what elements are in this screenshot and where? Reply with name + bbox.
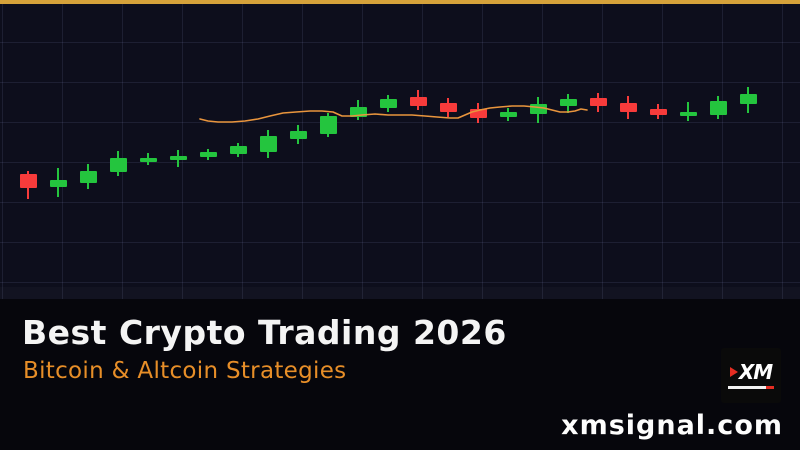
xm-logo-row: XM xyxy=(729,360,773,384)
top-accent-bar xyxy=(0,0,800,4)
banner-subtitle: Bitcoin & Altcoin Strategies xyxy=(23,358,347,384)
candlestick-chart xyxy=(0,4,800,299)
logo-underline xyxy=(728,386,774,389)
website-url: xmsignal.com xyxy=(561,410,783,441)
logo-underline-white xyxy=(728,386,766,389)
caption-panel: Best Crypto Trading 2026 Bitcoin & Altco… xyxy=(0,299,800,450)
banner-title: Best Crypto Trading 2026 xyxy=(22,313,507,352)
play-triangle-icon xyxy=(729,367,738,377)
xm-logo-text: XM xyxy=(738,360,773,384)
xm-logo: XM xyxy=(721,348,781,403)
logo-underline-red xyxy=(766,386,774,389)
